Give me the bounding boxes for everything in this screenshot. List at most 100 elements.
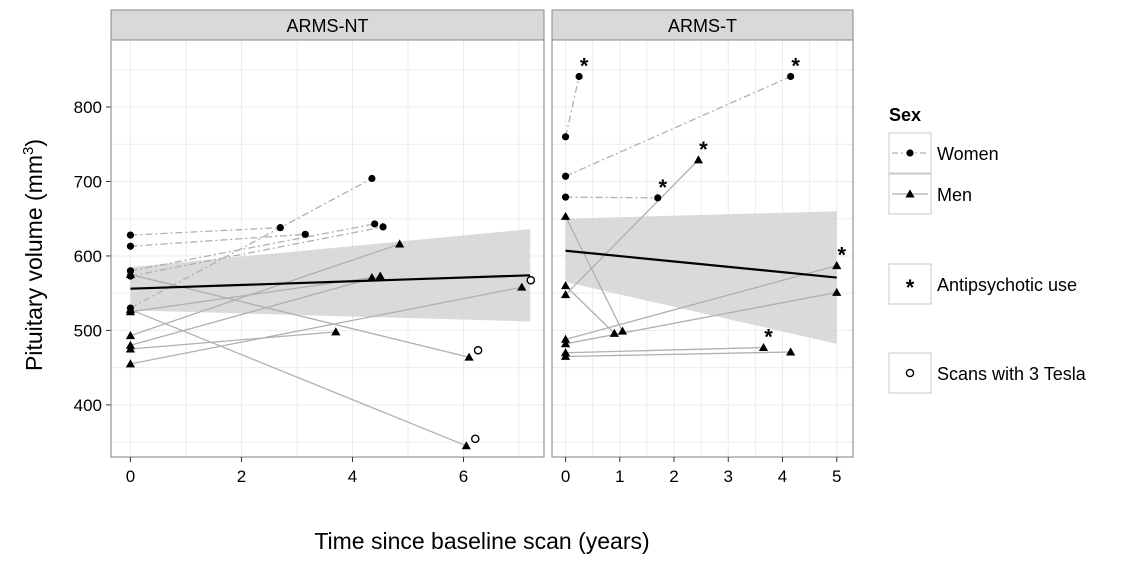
- y-axis-label-text: Pituitary volume (mm: [21, 155, 47, 371]
- legend-extra-tesla: Scans with 3 Tesla: [888, 352, 1087, 394]
- legend-key-marker: [906, 149, 914, 157]
- point-men: [758, 342, 769, 351]
- x-tick-label: 0: [561, 467, 570, 486]
- point-men: [786, 347, 796, 356]
- point-men: [560, 339, 571, 348]
- antipsychotic-marker: *: [658, 175, 667, 200]
- y-tick-label: 800: [74, 98, 102, 117]
- point-women: [654, 194, 662, 202]
- panel-strip: [110, 9, 545, 41]
- antipsychotic-marker: *: [580, 53, 589, 78]
- x-axis: 0 1 2 3 4 5: [561, 457, 841, 486]
- legend-item-label: Antipsychotic use: [937, 275, 1077, 295]
- subject-line: [565, 75, 791, 177]
- legend-item-label: Women: [937, 144, 999, 164]
- point-women: [379, 223, 387, 231]
- y-tick-label: 700: [74, 172, 102, 191]
- panel-arms-nt: ARMS-NT 0 2 4 6: [110, 9, 545, 486]
- point-men: [395, 239, 405, 248]
- legend: Sex Women Men * Antipsychotic use Scans with …: [888, 105, 1087, 394]
- point-men: [517, 282, 527, 291]
- subject-line: [565, 285, 615, 334]
- panel-strip-label: ARMS-NT: [287, 16, 369, 36]
- point-men: [331, 327, 341, 336]
- point-men: [461, 441, 471, 450]
- legend-item-men: Men: [888, 173, 972, 215]
- point-men: [125, 269, 136, 279]
- point-men: [832, 261, 842, 270]
- trend-line: [565, 249, 837, 279]
- antipsychotic-marker: *: [764, 325, 773, 350]
- x-axis-label: Time since baseline scan (years): [314, 528, 649, 554]
- antipsychotic-marker: *: [791, 53, 800, 78]
- legend-key-box: [888, 263, 932, 305]
- x-tick-label: 2: [669, 467, 678, 486]
- x-tick-label: 1: [615, 467, 624, 486]
- subject-line: [565, 196, 658, 199]
- legend-item-label: Scans with 3 Tesla: [937, 364, 1087, 384]
- antipsychotic-marker: *: [837, 243, 846, 268]
- point-men: [560, 281, 571, 290]
- subject-line: [565, 159, 699, 296]
- y-axis-label: Pituitary volume (mm3): [20, 139, 47, 371]
- legend-key-marker: [905, 368, 915, 378]
- subject-line: [565, 346, 764, 354]
- panel-arms-t: * * * * * * ARMS-T 0 1 2 3 4 5: [551, 9, 854, 486]
- subject-line: [564, 76, 580, 137]
- legend-title: Sex: [889, 105, 921, 125]
- tesla3-marker: [470, 434, 480, 444]
- panel-strip-label: ARMS-T: [668, 16, 737, 36]
- data-points: [125, 174, 536, 450]
- point-men: [832, 287, 842, 296]
- x-tick-label: 0: [126, 467, 135, 486]
- data-points: * * * * * *: [560, 53, 846, 360]
- y-tick-label: 500: [74, 321, 102, 340]
- point-men: [464, 352, 474, 361]
- subject-line: [130, 226, 384, 277]
- tesla3-marker: [473, 345, 483, 355]
- point-women: [301, 230, 309, 238]
- y-tick-label: 400: [74, 396, 102, 415]
- x-axis: 0 2 4 6: [126, 457, 468, 486]
- subject-line: [130, 243, 400, 337]
- point-women: [368, 174, 376, 183]
- x-tick-label: 3: [724, 467, 733, 486]
- point-women: [126, 242, 135, 250]
- subject-line: [130, 275, 381, 346]
- legend-key-marker: [905, 189, 915, 198]
- legend-item-label: Men: [937, 185, 972, 205]
- point-women: [787, 72, 795, 81]
- y-axis-label-superscript: 3: [20, 147, 37, 155]
- subject-line: [130, 273, 470, 358]
- point-women: [276, 224, 284, 232]
- confidence-ribbon: [565, 211, 837, 344]
- subject-line: [565, 264, 837, 340]
- point-women: [371, 220, 379, 228]
- point-women: [561, 133, 570, 141]
- subject-lines: [130, 177, 522, 447]
- subject-line: [130, 331, 336, 350]
- point-men: [560, 351, 571, 360]
- tesla3-marker: [526, 275, 536, 285]
- x-tick-label: 4: [348, 467, 357, 486]
- panel-strip: [551, 9, 854, 41]
- y-axis: 400 500 600 700 800: [74, 98, 111, 415]
- point-men: [693, 155, 704, 164]
- x-tick-label: 4: [778, 467, 787, 486]
- x-tick-label: 6: [459, 467, 468, 486]
- point-men: [609, 328, 619, 337]
- x-tick-label: 2: [237, 467, 246, 486]
- point-women: [575, 72, 583, 81]
- x-tick-label: 5: [832, 467, 841, 486]
- y-axis-label-close: ): [21, 139, 47, 147]
- antipsychotic-marker: *: [699, 137, 708, 162]
- point-women: [561, 193, 570, 201]
- point-men: [125, 304, 136, 314]
- point-men: [560, 290, 571, 299]
- legend-extra-antipsychotic: * Antipsychotic use: [888, 263, 1077, 305]
- point-women: [561, 172, 570, 180]
- point-women: [126, 231, 135, 239]
- point-men: [125, 344, 136, 353]
- point-men: [560, 334, 571, 343]
